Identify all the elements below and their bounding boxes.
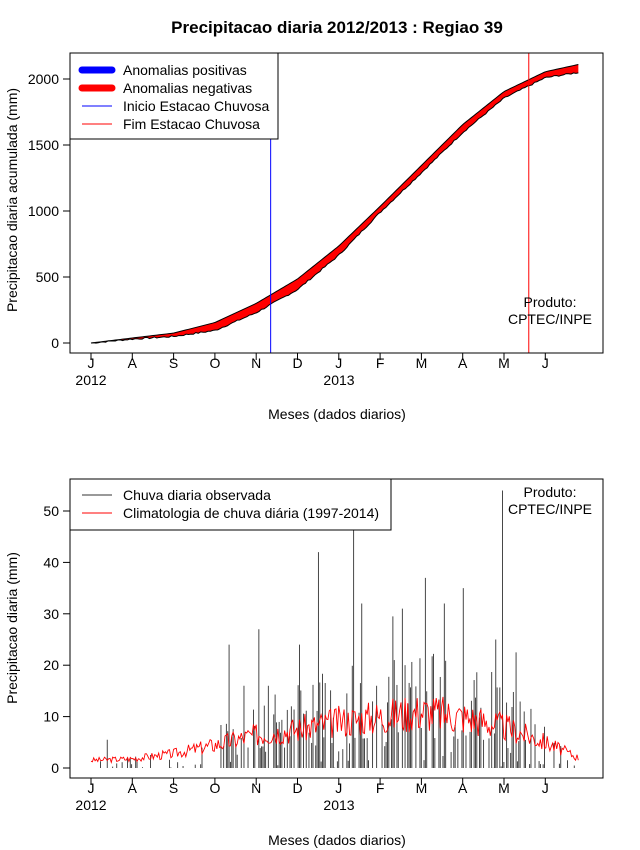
daily-y-axis-label: Precipitacao diaria (mm) (4, 552, 20, 704)
daily-legend: Chuva diaria observada Climatologia de c… (69, 478, 392, 531)
daily-y-tick-label: 10 (43, 709, 59, 725)
cumulative-chart: 0 500 1000 1500 2000 J A S O N D J F M A M J Precipitaca… (4, 52, 604, 422)
daily-y-tick-label: 30 (43, 606, 59, 622)
daily-year-label-2013: 2013 (323, 797, 354, 813)
chart-title: Precipitacao diaria 2012/2013 : Regiao 3… (171, 18, 503, 37)
cumulative-month-label: A (458, 355, 468, 371)
cumulative-month-label: F (376, 355, 385, 371)
daily-month-label: M (416, 780, 428, 796)
daily-month-label: O (209, 780, 220, 796)
cumulative-axes: 0 500 1000 1500 2000 J A S O N D J F M A M J (28, 52, 604, 371)
cumulative-y-tick-label: 500 (36, 269, 60, 285)
daily-month-label: A (458, 780, 468, 796)
daily-chart: 0 10 20 30 40 50 J A S O N D J F M A M J Precipitacao dia… (4, 478, 604, 848)
cumulative-month-label: S (169, 355, 178, 371)
cumulative-month-label: A (128, 355, 138, 371)
climatology-daily-line (90, 696, 579, 764)
daily-month-label: J (335, 780, 342, 796)
year-label-2013: 2013 (323, 372, 354, 388)
cumulative-month-label: J (88, 355, 95, 371)
cumulative-y-tick-label: 0 (51, 335, 59, 351)
year-label-2012: 2012 (75, 372, 106, 388)
cumulative-month-label: M (498, 355, 510, 371)
cumulative-month-label: J (542, 355, 549, 371)
daily-month-label: D (292, 780, 302, 796)
daily-month-label: J (542, 780, 549, 796)
daily-plot-area (90, 490, 579, 768)
daily-y-tick-label: 20 (43, 657, 59, 673)
daily-x-axis-label: Meses (dados diarios) (268, 832, 406, 848)
cumulative-plot-frame (69, 52, 604, 354)
legend-label-negative: Anomalias negativas (123, 80, 252, 96)
daily-y-tick-label: 50 (43, 503, 59, 519)
daily-month-label: J (88, 780, 95, 796)
daily-axes: 0 10 20 30 40 50 J A S O N D J F M A M J (43, 478, 604, 796)
cumulative-y-tick-label: 1500 (28, 137, 59, 153)
daily-month-label: N (251, 780, 261, 796)
legend-label-positive: Anomalias positivas (123, 62, 247, 78)
daily-month-label: F (376, 780, 385, 796)
negative-anomaly-area (91, 64, 579, 344)
daily-year-label-2012: 2012 (75, 797, 106, 813)
cumulative-y-axis-label: Precipitacao diaria acumulada (mm) (4, 88, 20, 312)
cumulative-y-tick-label: 1000 (28, 203, 59, 219)
daily-y-tick-label: 40 (43, 554, 59, 570)
legend-label-end: Fim Estacao Chuvosa (123, 116, 260, 132)
cumulative-x-axis-label: Meses (dados diarios) (268, 406, 406, 422)
daily-month-label: S (169, 780, 178, 796)
daily-month-label: A (128, 780, 138, 796)
climatology-cumulative-line (90, 63, 579, 344)
cumulative-month-label: M (416, 355, 428, 371)
cumulative-month-label: D (292, 355, 302, 371)
cumulative-month-label: J (335, 355, 342, 371)
daily-product-source: CPTEC/INPE (508, 501, 592, 517)
cumulative-month-label: N (251, 355, 261, 371)
daily-month-label: M (498, 780, 510, 796)
product-source: CPTEC/INPE (508, 311, 592, 327)
cumulative-y-tick-label: 2000 (28, 71, 59, 87)
daily-product-label: Produto: (524, 484, 577, 500)
legend-label-onset: Inicio Estacao Chuvosa (123, 98, 270, 114)
product-label: Produto: (524, 294, 577, 310)
observed-cumulative-line (90, 72, 579, 344)
cumulative-month-label: O (209, 355, 220, 371)
legend-label-observed: Chuva diaria observada (123, 487, 271, 503)
legend-label-climatology: Climatologia de chuva diária (1997-2014) (123, 505, 379, 521)
daily-y-tick-label: 0 (51, 760, 59, 776)
cumulative-legend: Anomalias positivas Anomalias negativas … (69, 52, 279, 140)
